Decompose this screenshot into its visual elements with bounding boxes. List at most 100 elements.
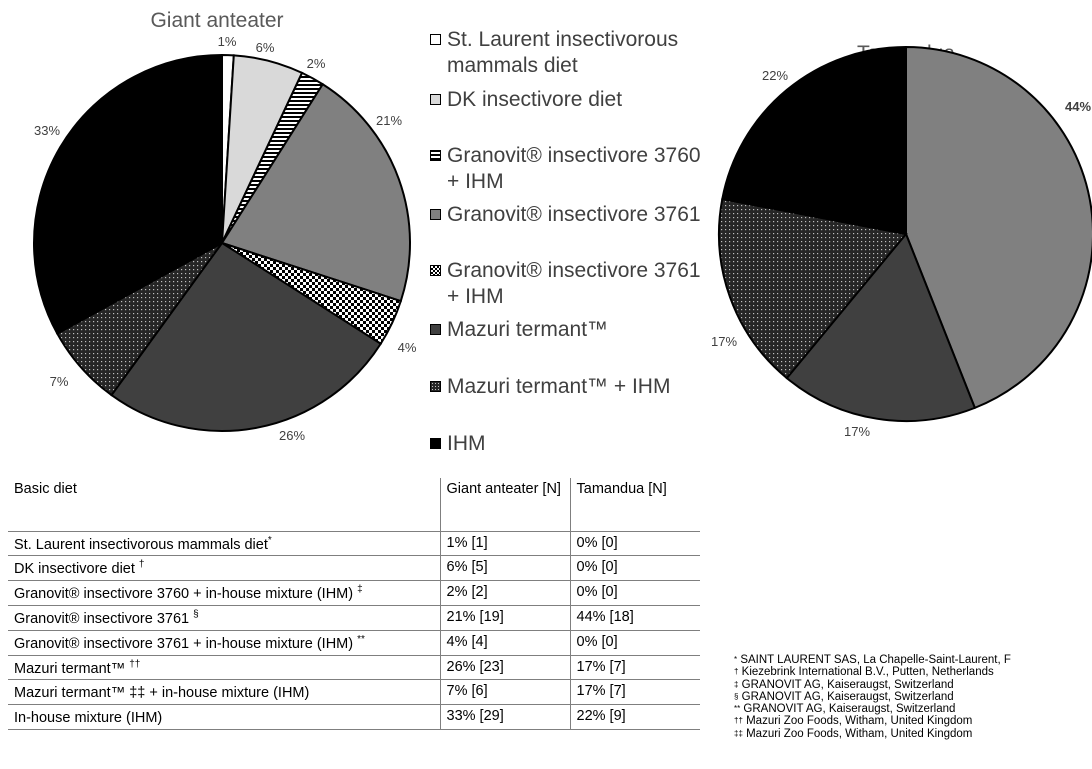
pie-label: 22% [762, 68, 788, 83]
pie-label: 17% [711, 334, 737, 349]
pie-label: 21% [376, 113, 402, 128]
footnote: § GRANOVIT AG, Kaiseraugst, Switzerland [734, 690, 954, 703]
diet-name: Granovit® insectivore 3761 + in-house mi… [14, 635, 358, 652]
pie-slice [718, 197, 908, 380]
pie-label: 4% [398, 340, 417, 355]
table-row: Granovit® insectivore 3761 + in-house mi… [8, 630, 700, 656]
diet-name: St. Laurent insectivorous mammals diet [14, 536, 268, 553]
legend-label: DK insectivore diet [447, 88, 623, 111]
pie-label: 6% [256, 40, 275, 55]
legend-item-granovit-3761: Granovit® insectivore 3761 [430, 202, 717, 228]
legend-label: Granovit® insectivore 3761 + IHM [447, 259, 701, 308]
tamandua-cell: 0% [0] [569, 630, 700, 656]
header-giant-anteater: Giant anteater [N] [439, 478, 570, 532]
diet-cell: Mazuri termant™ †† [8, 655, 440, 681]
table-row: DK insectivore diet † 6% [5] 0% [0] [8, 555, 700, 582]
legend-swatch [430, 209, 441, 220]
tamandua-cell: 22% [9] [569, 704, 700, 731]
giant-anteater-cell: 21% [19] [439, 605, 570, 631]
table-header-row: Basic diet Giant anteater [N] Tamandua [… [8, 478, 700, 532]
legend-item-dk: DK insectivore diet [430, 87, 717, 113]
giant-anteater-cell: 4% [4] [439, 630, 570, 656]
diet-cell: Mazuri termant™ ‡‡ + in-house mixture (I… [8, 679, 440, 706]
legend-label: Mazuri termant™ [447, 318, 609, 341]
table-row: In-house mixture (IHM) 33% [29] 22% [9] [8, 704, 700, 731]
table-row: Mazuri termant™ ‡‡ + in-house mixture (I… [8, 679, 700, 706]
footnote: * SAINT LAURENT SAS, La Chapelle-Saint-L… [734, 654, 1011, 666]
diet-name: Granovit® insectivore 3761 [14, 610, 194, 627]
legend-label: IHM [447, 432, 486, 455]
legend-label: St. Laurent insectivorous mammals diet [447, 28, 679, 77]
legend-label: Mazuri termant™ + IHM [447, 375, 671, 398]
pie-label: 2% [307, 56, 326, 71]
tamandua-cell: 0% [0] [569, 531, 700, 557]
giant-anteater-cell: 2% [2] [439, 580, 570, 606]
footnote: ** GRANOVIT AG, Kaiseraugst, Switzerland [734, 703, 956, 716]
giant-anteater-cell: 1% [1] [439, 531, 570, 557]
pie-label: 26% [279, 428, 305, 443]
pie-slice [721, 45, 907, 236]
chart-title: Giant anteater [150, 9, 283, 32]
header-basic-diet: Basic diet [8, 478, 440, 532]
footnote: ‡‡ Mazuri Zoo Foods, Witham, United King… [734, 727, 973, 740]
pie-label: 17% [844, 424, 870, 439]
footnote: † Kiezebrink International B.V., Putten,… [734, 666, 994, 679]
diet-cell: St. Laurent insectivorous mammals diet* [8, 531, 440, 557]
footnote-mark: †† [129, 658, 141, 670]
pie-slice [220, 82, 411, 303]
giant-anteater-cell: 7% [6] [439, 679, 570, 706]
diet-cell: Granovit® insectivore 3760 + in-house mi… [8, 580, 440, 606]
table-row: Mazuri termant™ †† 26% [23] 17% [7] [8, 655, 700, 681]
legend-swatch [430, 381, 441, 392]
footnote-mark: § [193, 608, 199, 620]
footnote-mark: * [267, 534, 272, 546]
legend-item-granovit-3761-ihm: Granovit® insectivore 3761 + IHM [430, 258, 717, 310]
tamandua-cell: 44% [18] [569, 605, 700, 631]
giant-anteater-cell: 33% [29] [439, 704, 570, 731]
giant-anteater-pie-chart: Giant anteater 1% 6% 2% 21% 4% 26% 7% 33% [33, 9, 417, 443]
pie-label: 44% [1065, 99, 1091, 114]
pie-slice [33, 53, 223, 335]
diet-cell: Granovit® insectivore 3761 § [8, 605, 440, 631]
pie-labels: 44% 17% 17% 22% [711, 68, 1091, 439]
footnote-mark: ** [357, 633, 365, 645]
header-tamandua: Tamandua [N] [569, 478, 700, 532]
table-row: Granovit® insectivore 3760 + in-house mi… [8, 580, 700, 606]
tamandua-cell: 17% [7] [569, 655, 700, 681]
diet-name: In-house mixture (IHM) [14, 710, 163, 727]
tamandua-cell: 17% [7] [569, 679, 700, 706]
pie-labels: 1% 6% 2% 21% 4% 26% 7% 33% [34, 34, 417, 443]
diet-name: Mazuri termant™ ‡‡ + in-house mixture (I… [14, 685, 310, 702]
legend-label: Granovit® insectivore 3761 [447, 203, 701, 226]
pie-slices [718, 45, 1092, 422]
legend-label: Granovit® insectivore 3760 + IHM [447, 144, 701, 193]
legend-item-st-laurent: St. Laurent insectivorous mammals diet [430, 27, 717, 79]
table-row: St. Laurent insectivorous mammals diet* 1… [8, 531, 700, 557]
tamandua-cell: 0% [0] [569, 580, 700, 606]
legend-item-mazuri: Mazuri termant™ [430, 317, 717, 343]
tamandua-cell: 0% [0] [569, 555, 700, 582]
diet-cell: In-house mixture (IHM) [8, 704, 440, 731]
legend-swatch [430, 265, 441, 276]
diet-name: Granovit® insectivore 3760 + in-house mi… [14, 585, 358, 602]
giant-anteater-cell: 26% [23] [439, 655, 570, 681]
diet-name: DK insectivore diet [14, 561, 139, 578]
giant-anteater-cell: 6% [5] [439, 555, 570, 582]
pie-label: 33% [34, 123, 60, 138]
legend-item-granovit-3760-ihm: Granovit® insectivore 3760 + IHM [430, 143, 717, 195]
legend-swatch [430, 34, 441, 45]
basic-diet-table: Basic diet Giant anteater [N] Tamandua [… [8, 478, 700, 731]
pie-slice [110, 241, 383, 432]
legend-item-mazuri-ihm: Mazuri termant™ + IHM [430, 374, 717, 400]
footnote-mark: † [138, 559, 145, 571]
pie-label: 7% [50, 374, 69, 389]
table-row: Granovit® insectivore 3761 § 21% [19] 44% … [8, 605, 700, 631]
pie-slice [905, 45, 1092, 410]
pie-slice [785, 232, 977, 422]
diet-cell: DK insectivore diet † [8, 555, 440, 582]
pie-label: 1% [218, 34, 237, 49]
diet-name: Mazuri termant™ [14, 660, 130, 677]
legend-swatch [430, 94, 441, 105]
legend-swatch [430, 150, 441, 161]
legend-item-ihm: IHM [430, 431, 717, 457]
